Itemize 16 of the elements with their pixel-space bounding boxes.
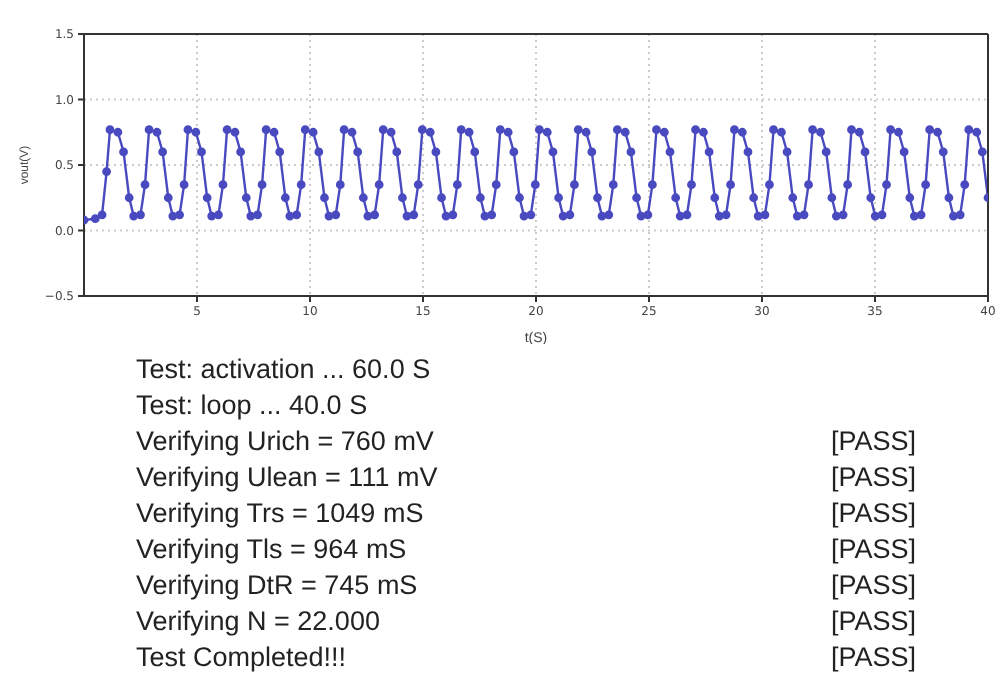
text: Verifying Tls = 964 mS	[136, 532, 407, 568]
text: [PASS]	[830, 532, 916, 568]
text: Test: activation ... 60.0 S	[136, 352, 433, 388]
text: Verifying Ulean = 111 mV	[136, 460, 438, 496]
text: Test Completed!!!	[136, 640, 347, 676]
text: [PASS]	[830, 604, 916, 640]
text: [PASS]	[830, 496, 916, 532]
text: Verifying DtR = 745 mS	[136, 568, 418, 604]
text: [PASS]	[830, 640, 916, 676]
text: Verifying Trs = 1049 mS	[136, 496, 424, 532]
text: [PASS]	[830, 460, 916, 496]
text: [PASS]	[830, 568, 916, 604]
text: Test: loop ... 40.0 S	[136, 388, 370, 424]
text: [PASS]	[830, 424, 916, 460]
text: Verifying N = 22.000	[136, 604, 380, 640]
text: Verifying Urich = 760 mV	[136, 424, 434, 460]
